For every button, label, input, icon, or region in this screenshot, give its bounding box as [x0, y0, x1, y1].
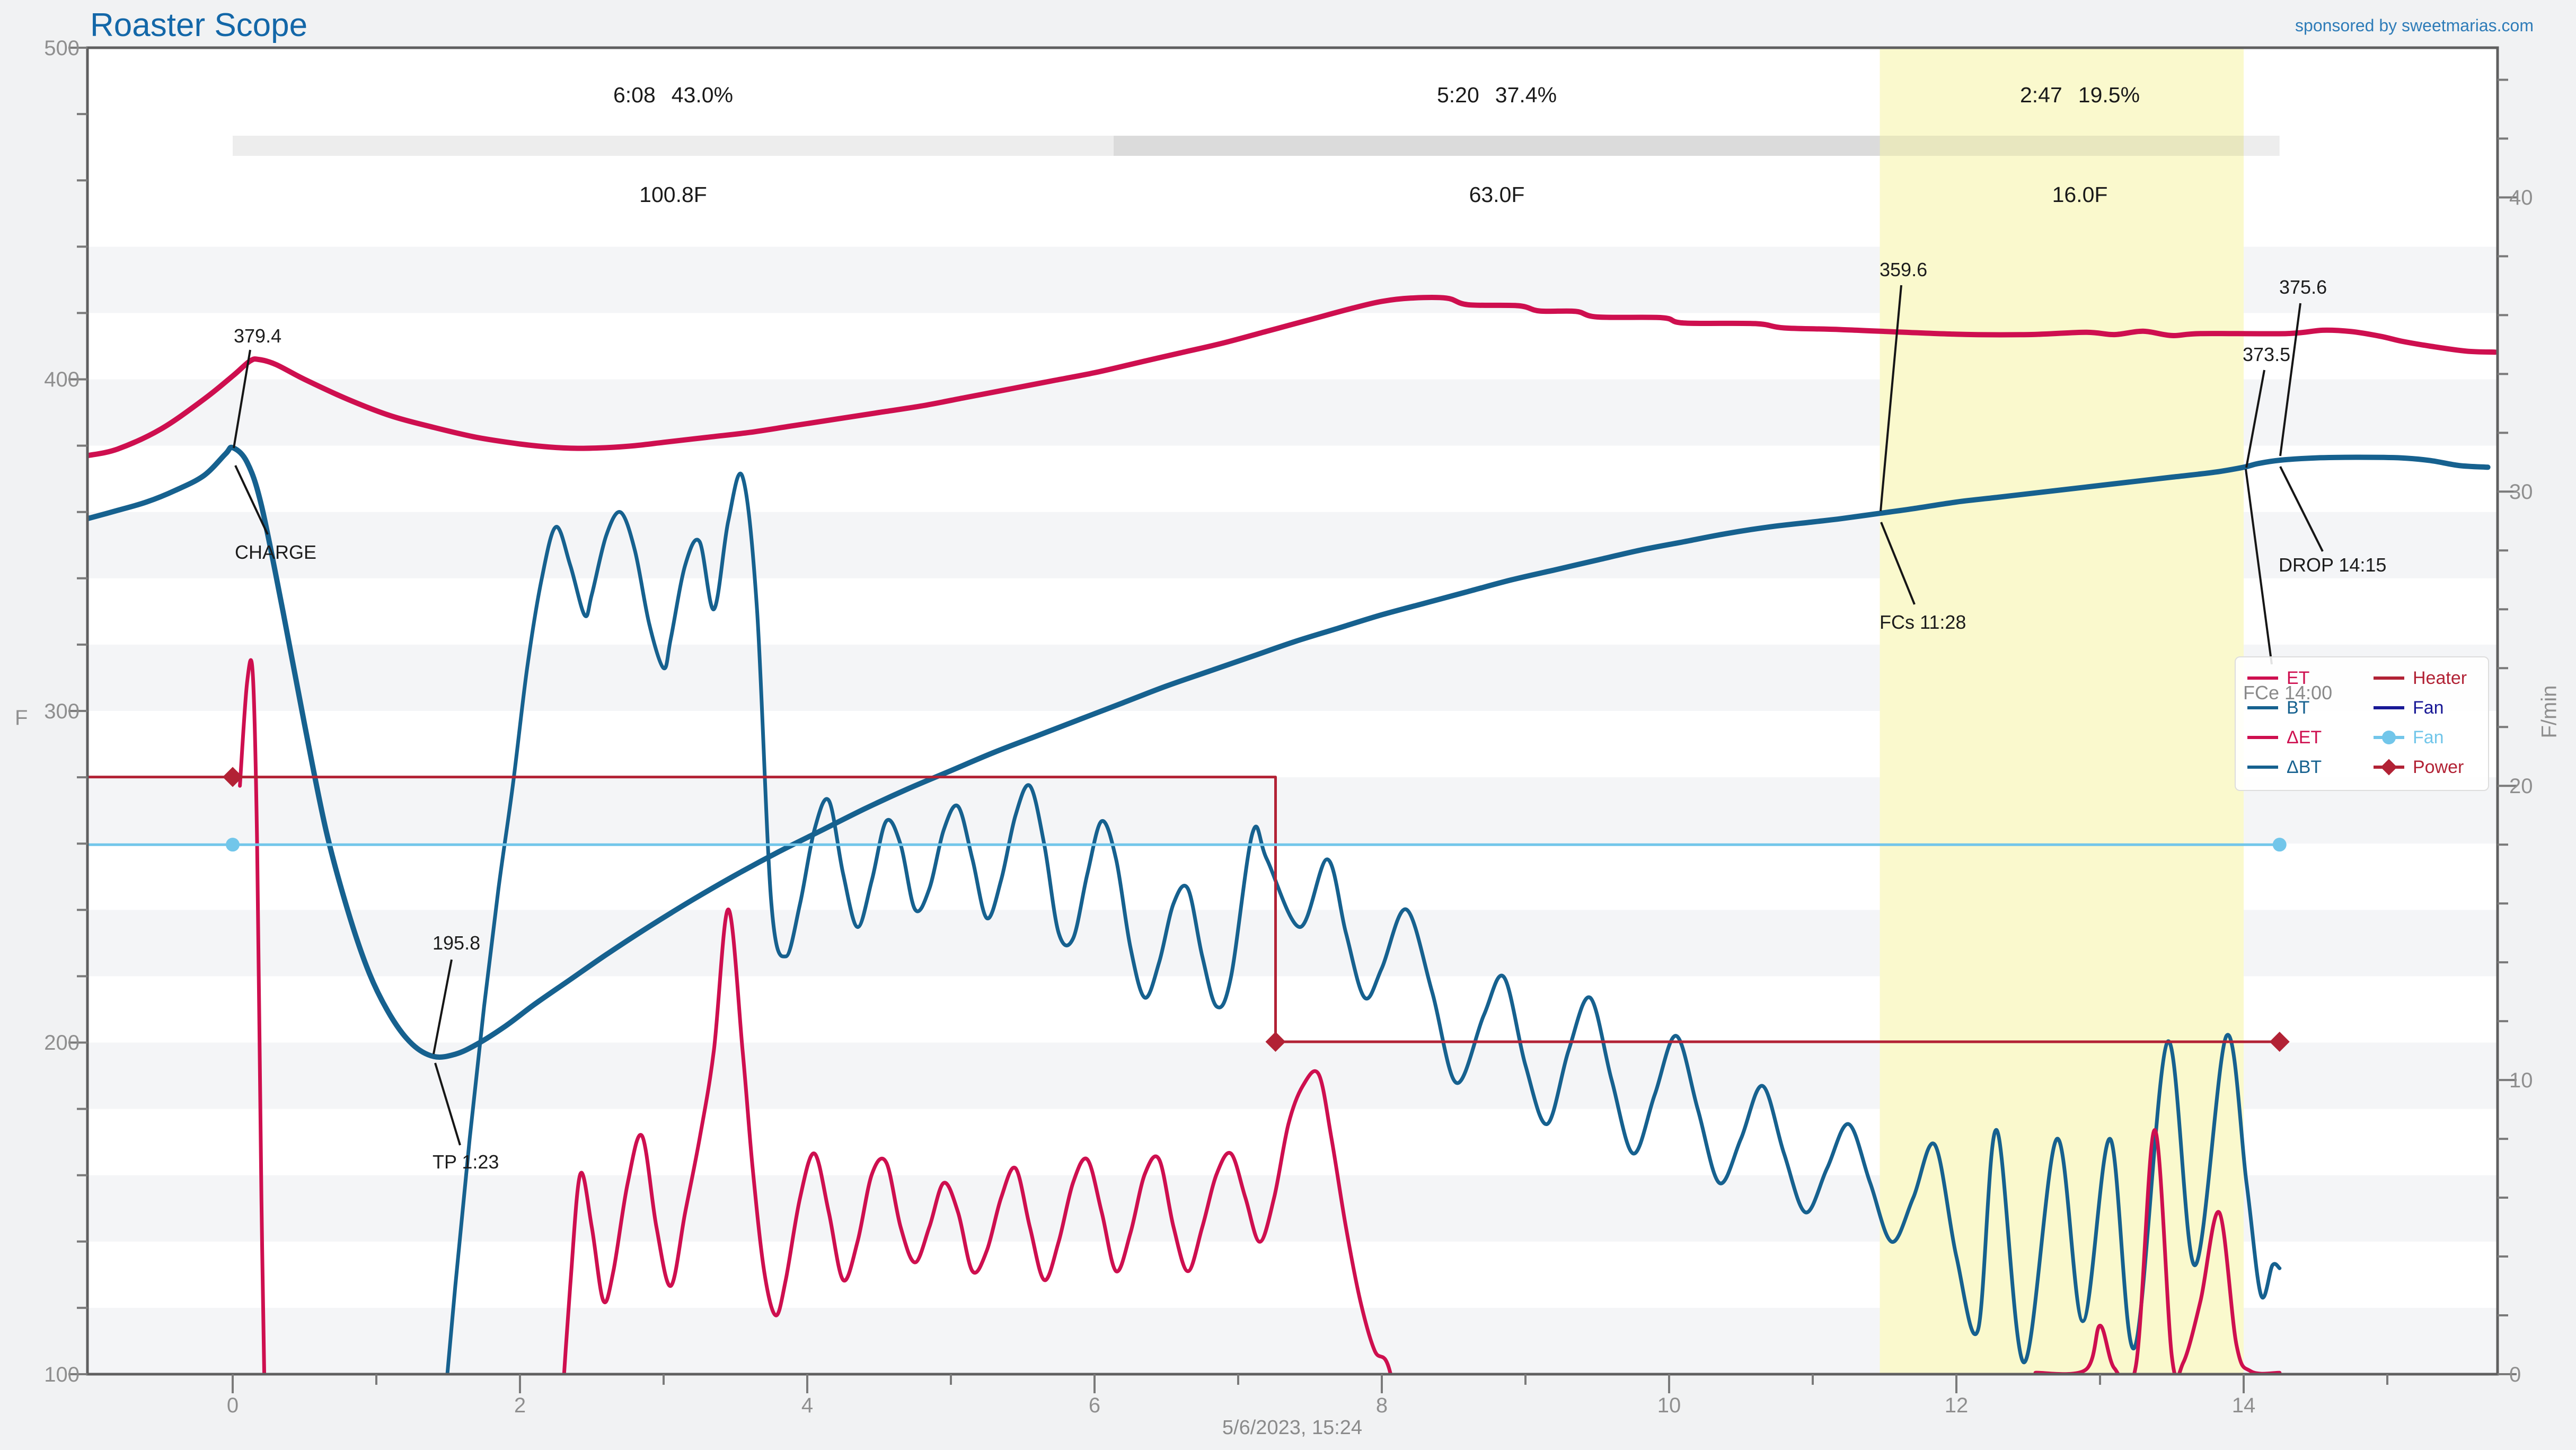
annotation-charge: CHARGE [235, 541, 317, 563]
legend-label-power: Power [2413, 757, 2464, 777]
x-tick-4: 4 [801, 1394, 813, 1417]
temperature-curves [87, 295, 2498, 1374]
right-tick-20: 20 [2509, 775, 2533, 798]
legend-label-delta-bt: ΔBT [2287, 757, 2322, 777]
annotation-fcs-temp: 359.6 [1880, 259, 1928, 280]
roast-date-label: 5/6/2023, 15:24 [1222, 1417, 1363, 1439]
right-axis-title: F/min [2537, 685, 2561, 739]
phase-development-time-label: 2:47 19.5% [1880, 83, 2280, 108]
legend-label-et: ET [2287, 668, 2310, 688]
legend-item-fan[interactable]: Fan [2362, 725, 2488, 750]
bottom-axis-labels: 0 2 4 6 8 10 12 14 [227, 1394, 2255, 1417]
bt-line-swatch [2247, 706, 2278, 709]
event-markers [223, 767, 2290, 1052]
power-line-swatch [2374, 759, 2404, 776]
annotation-fce: FCe 14:00 [2243, 682, 2333, 704]
legend-label-fan: Fan [2413, 727, 2444, 748]
legend-item-fan-setting[interactable]: Fan [2362, 696, 2488, 720]
delta-bt-line-swatch [2247, 766, 2278, 769]
x-tick-10: 10 [1657, 1394, 1681, 1417]
right-tick-0: 0 [2509, 1363, 2521, 1386]
left-tick-300: 300 [44, 700, 80, 723]
legend-item-heater[interactable]: Heater [2362, 666, 2488, 690]
left-axis-title: F [15, 706, 28, 730]
phase-maillard-time: 5:20 [1436, 83, 1479, 107]
axes [68, 46, 2517, 1393]
left-tick-100: 100 [44, 1363, 80, 1386]
right-axis-labels: 40 30 20 10 0 [2509, 186, 2533, 1386]
legend-item-delta-et[interactable]: ΔET [2236, 725, 2362, 750]
phase-progress-bar [233, 136, 2280, 156]
phase-dry-time-label: 6:08 43.0% [233, 83, 1114, 108]
x-tick-2: 2 [514, 1394, 526, 1417]
annotation-fcs: FCs 11:28 [1880, 611, 1966, 633]
delta-et-line-swatch [2247, 736, 2278, 739]
phase-development-pct: 19.5% [2078, 83, 2140, 107]
power-diamond-icon [2380, 759, 2397, 776]
sponsored-link[interactable]: sponsored by sweetmarias.com [2295, 16, 2534, 35]
et-line-swatch [2247, 676, 2278, 680]
fan-setting-line-swatch [2374, 706, 2404, 709]
annotation-tp: TP 1:23 [433, 1151, 499, 1173]
left-tick-500: 500 [44, 37, 80, 60]
x-tick-8: 8 [1376, 1394, 1388, 1417]
phase-development-time: 2:47 [2019, 83, 2062, 107]
legend: ET Heater BT Fan ΔET Fan ΔBT Power [2235, 656, 2489, 791]
annotation-drop: DROP 14:15 [2279, 554, 2387, 576]
legend-item-power[interactable]: Power [2362, 755, 2488, 779]
legend-item-bt[interactable]: BT [2236, 696, 2362, 720]
phase-dry-temp: 100.8F [639, 182, 707, 207]
phase-maillard-pct: 37.4% [1495, 83, 1557, 107]
legend-label-bt: BT [2287, 698, 2310, 718]
development-phase-highlight [1880, 48, 2244, 1374]
legend-label-delta-et: ΔET [2287, 727, 2322, 748]
heater-line-swatch [2374, 676, 2404, 680]
phase-maillard-temp: 63.0F [1469, 182, 1525, 207]
right-tick-10: 10 [2509, 1069, 2533, 1092]
phase-dry-time: 6:08 [613, 83, 656, 107]
x-tick-0: 0 [227, 1394, 239, 1417]
phase-maillard-time-label: 5:20 37.4% [1114, 83, 1880, 108]
x-tick-14: 14 [2232, 1394, 2256, 1417]
legend-label-heater: Heater [2413, 668, 2467, 688]
right-tick-30: 30 [2509, 480, 2533, 504]
x-tick-6: 6 [1089, 1394, 1100, 1417]
right-tick-40: 40 [2509, 186, 2533, 209]
left-tick-400: 400 [44, 368, 80, 391]
legend-item-et[interactable]: ET [2236, 666, 2362, 690]
left-tick-200: 200 [44, 1031, 80, 1054]
legend-item-delta-bt[interactable]: ΔBT [2236, 755, 2362, 779]
left-axis-labels: 500 400 300 200 100 [44, 37, 80, 1386]
fan-circle-icon [2382, 731, 2396, 744]
phase-development-temp: 16.0F [2052, 182, 2108, 207]
annotation-drop-temp: 375.6 [2279, 276, 2327, 298]
annotation-fce-temp: 373.5 [2243, 344, 2291, 365]
phase-dry-pct: 43.0% [671, 83, 734, 107]
x-tick-12: 12 [1945, 1394, 1969, 1417]
annotation-tp-temp: 195.8 [433, 932, 481, 954]
annotation-lines [233, 285, 2324, 1146]
legend-label-fan-setting: Fan [2413, 698, 2444, 718]
page-title: Roaster Scope [90, 7, 308, 43]
fan-line-swatch [2374, 731, 2404, 744]
annotation-charge-temp: 379.4 [234, 325, 282, 347]
